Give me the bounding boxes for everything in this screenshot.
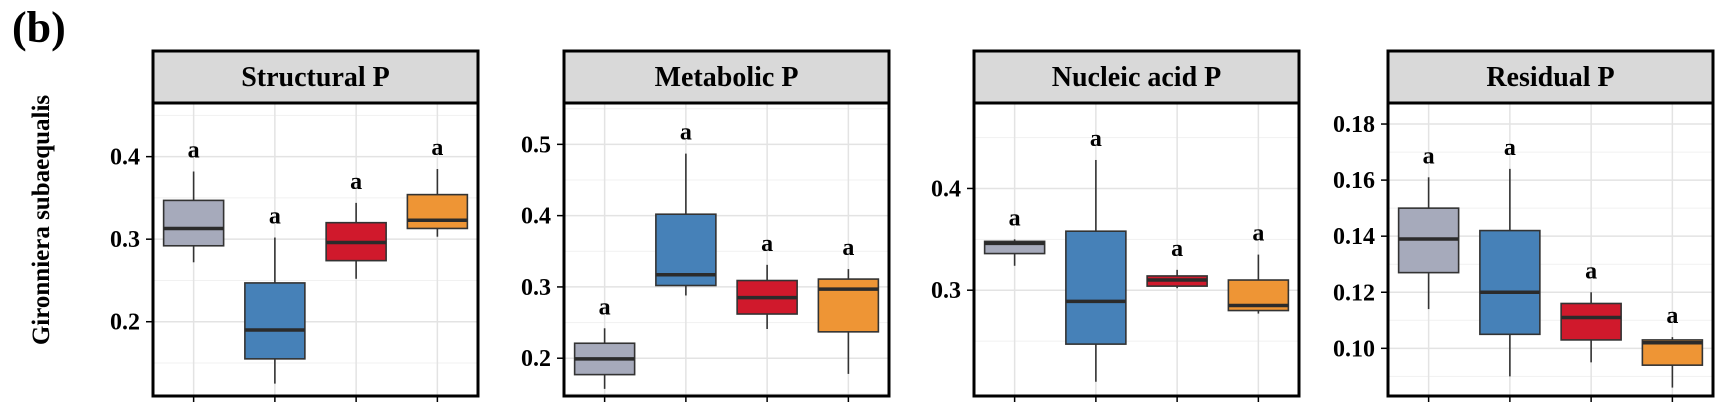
y-tick-label: 0.4 <box>521 204 551 230</box>
box-4: a <box>817 235 880 374</box>
y-tick-label: 0.3 <box>110 227 140 253</box>
strip-header <box>1386 49 1715 105</box>
box-4: a <box>1641 303 1704 388</box>
chart-panel-1: a a a a 0.2 0.3 0.4 Structural P <box>110 49 480 402</box>
significance-letter: a <box>842 235 854 261</box>
y-tick-label: 0.18 <box>1333 112 1375 138</box>
panel-border <box>972 101 1301 398</box>
box-3: a <box>1560 258 1622 363</box>
significance-letter: a <box>1585 258 1597 284</box>
y-tick-label: 0.2 <box>110 310 140 336</box>
y-tick-label: 0.3 <box>521 275 551 301</box>
box-4: a <box>406 135 469 237</box>
box-1: a <box>983 205 1046 266</box>
y-tick-label: 0.14 <box>1333 224 1375 250</box>
box-body <box>1560 302 1622 341</box>
box-3: a <box>736 231 798 329</box>
significance-letter: a <box>1666 303 1678 329</box>
significance-letter: a <box>188 138 200 164</box>
chart-panel-3: a a a a 0.3 0.4 Nucleic acid P <box>931 49 1301 402</box>
significance-letter: a <box>1171 236 1183 262</box>
box-1: a <box>162 138 225 263</box>
box-body <box>244 282 306 360</box>
box-2: a <box>655 120 717 296</box>
panel-title: Residual P <box>1486 62 1614 93</box>
box-2: a <box>1479 135 1541 377</box>
significance-letter: a <box>431 135 443 161</box>
box-2: a <box>1065 126 1127 382</box>
box-3: a <box>1146 236 1208 289</box>
significance-letter: a <box>269 204 281 230</box>
significance-letter: a <box>761 231 773 257</box>
box-body <box>162 199 225 247</box>
panel-border <box>151 101 480 398</box>
panel-border <box>1386 101 1715 398</box>
panel-letter: (b) <box>12 3 66 52</box>
y-tick-label: 0.10 <box>1333 336 1375 362</box>
y-tick-label: 0.2 <box>521 346 551 372</box>
chart-panel-4: a a a a 0.10 0.12 0.14 0.16 0.18 Residual P <box>1333 49 1715 402</box>
y-tick-label: 0.4 <box>931 176 961 202</box>
y-tick-label: 0.16 <box>1333 168 1375 194</box>
box-1: a <box>1397 143 1460 310</box>
panel-title: Metabolic P <box>655 62 799 93</box>
box-body <box>1479 229 1541 336</box>
panel-border <box>562 101 891 398</box>
y-tick-label: 0.4 <box>110 145 140 171</box>
significance-letter: a <box>599 294 611 320</box>
box-4: a <box>1227 221 1290 314</box>
box-1: a <box>573 294 636 389</box>
box-body <box>406 193 469 230</box>
significance-letter: a <box>1009 205 1021 231</box>
strip-header <box>562 49 891 105</box>
significance-letter: a <box>1504 135 1516 161</box>
chart-panel-2: a a a a 0.2 0.3 0.4 0.5 Metabolic P <box>521 49 891 402</box>
box-2: a <box>244 204 306 384</box>
y-tick-label: 0.3 <box>931 278 961 304</box>
panel-title: Nucleic acid P <box>1052 62 1222 93</box>
y-tick-label: 0.12 <box>1333 280 1375 306</box>
significance-letter: a <box>1090 126 1102 152</box>
y-tick-label: 0.5 <box>521 132 551 158</box>
box-body <box>817 278 880 333</box>
significance-letter: a <box>350 169 362 195</box>
significance-letter: a <box>680 120 692 146</box>
strip-header <box>972 49 1301 105</box>
significance-letter: a <box>1252 221 1264 247</box>
significance-letter: a <box>1423 143 1435 169</box>
panel-title: Structural P <box>241 62 390 93</box>
box-3: a <box>325 169 387 279</box>
box-body <box>1065 230 1127 345</box>
